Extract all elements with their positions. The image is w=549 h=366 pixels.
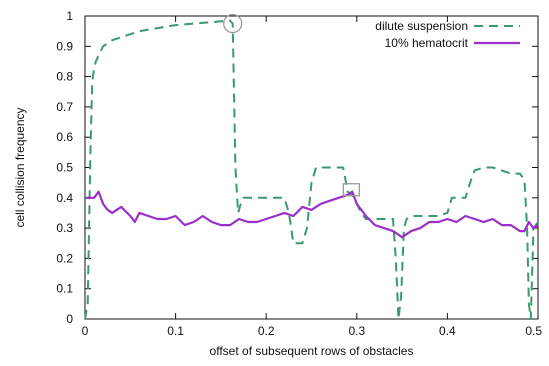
series-line-0 <box>84 19 539 320</box>
y-tick-label: 0.7 <box>56 100 73 114</box>
y-tick-label: 1 <box>66 9 73 23</box>
x-tick-label: 0.1 <box>167 324 184 338</box>
legend: dilute suspension 10% hematocrit <box>375 19 520 50</box>
x-tick-label: 0.3 <box>348 324 365 338</box>
annotations <box>223 13 361 197</box>
plot-frame <box>84 15 539 320</box>
y-tick-label: 0.8 <box>56 70 73 84</box>
axes: 0 0.1 0.2 0.3 0.4 0.5 0 0.1 0.2 0.3 0.4 0.5 0.6 0.7 0.… <box>56 9 542 338</box>
x-tick-label: 0.2 <box>258 324 275 338</box>
annotation-circle <box>223 13 243 34</box>
y-tick-label: 0.6 <box>56 130 73 144</box>
y-tick-label: 0.9 <box>56 39 73 53</box>
x-tick-label: 0.5 <box>525 324 542 338</box>
y-axis-title: cell collision frequency <box>13 107 27 227</box>
legend-label-0: dilute suspension <box>375 19 468 33</box>
plot-area <box>84 15 539 320</box>
legend-label-1: 10% hematocrit <box>385 36 469 50</box>
y-tick-label: 0.2 <box>56 251 73 265</box>
y-tick-label: 0 <box>66 312 73 326</box>
y-tick-label: 0.5 <box>56 161 73 175</box>
y-tick-label: 0.4 <box>56 191 73 205</box>
annotation-square <box>342 183 361 197</box>
series-line-1 <box>85 190 539 239</box>
y-tick-label: 0.3 <box>56 221 73 235</box>
x-tick-label: 0 <box>82 324 89 338</box>
y-tick-label: 0.1 <box>56 282 73 296</box>
x-axis-title: offset of subsequent rows of obstacles <box>210 344 414 358</box>
x-tick-label: 0.4 <box>439 324 456 338</box>
series-layer <box>84 19 539 320</box>
